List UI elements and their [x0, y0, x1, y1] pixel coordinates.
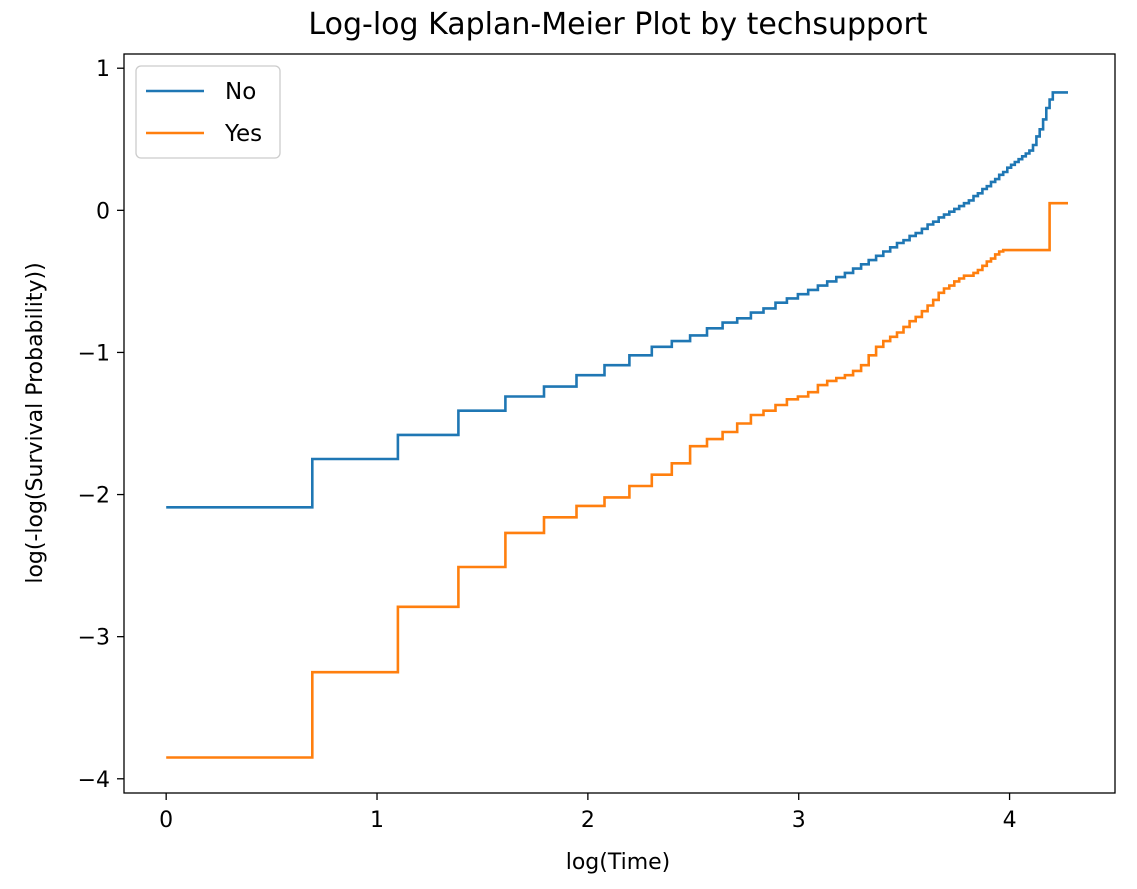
x-axis-label: log(Time): [566, 850, 671, 875]
series-line-yes: [166, 201, 1068, 759]
legend: No Yes: [135, 65, 281, 159]
legend-box: [135, 65, 281, 159]
x-tick-label: 2: [581, 808, 595, 833]
y-tick-label: −1: [78, 341, 110, 366]
x-axis-ticks: 0 1 2 3 4: [159, 793, 1017, 833]
x-tick-label: 0: [159, 808, 173, 833]
series-line-no: [166, 91, 1068, 509]
y-tick-label: −3: [78, 626, 110, 651]
chart-title: Log-log Kaplan-Meier Plot by techsupport: [308, 7, 927, 42]
x-tick-label: 4: [1003, 808, 1017, 833]
y-axis-label: log(-log(Survival Probability)): [23, 262, 48, 583]
plot-frame: [123, 53, 1116, 794]
y-tick-label: 1: [96, 57, 110, 82]
legend-label-yes: Yes: [224, 121, 262, 147]
y-tick-label: −4: [78, 768, 110, 793]
y-tick-label: −2: [78, 484, 110, 509]
legend-label-no: No: [225, 79, 256, 105]
y-tick-label: 0: [96, 199, 110, 224]
y-axis-ticks: −4 −3 −2 −1 0 1: [78, 57, 124, 793]
x-tick-label: 3: [792, 808, 806, 833]
plot-lines: [166, 91, 1068, 759]
x-tick-label: 1: [370, 808, 384, 833]
